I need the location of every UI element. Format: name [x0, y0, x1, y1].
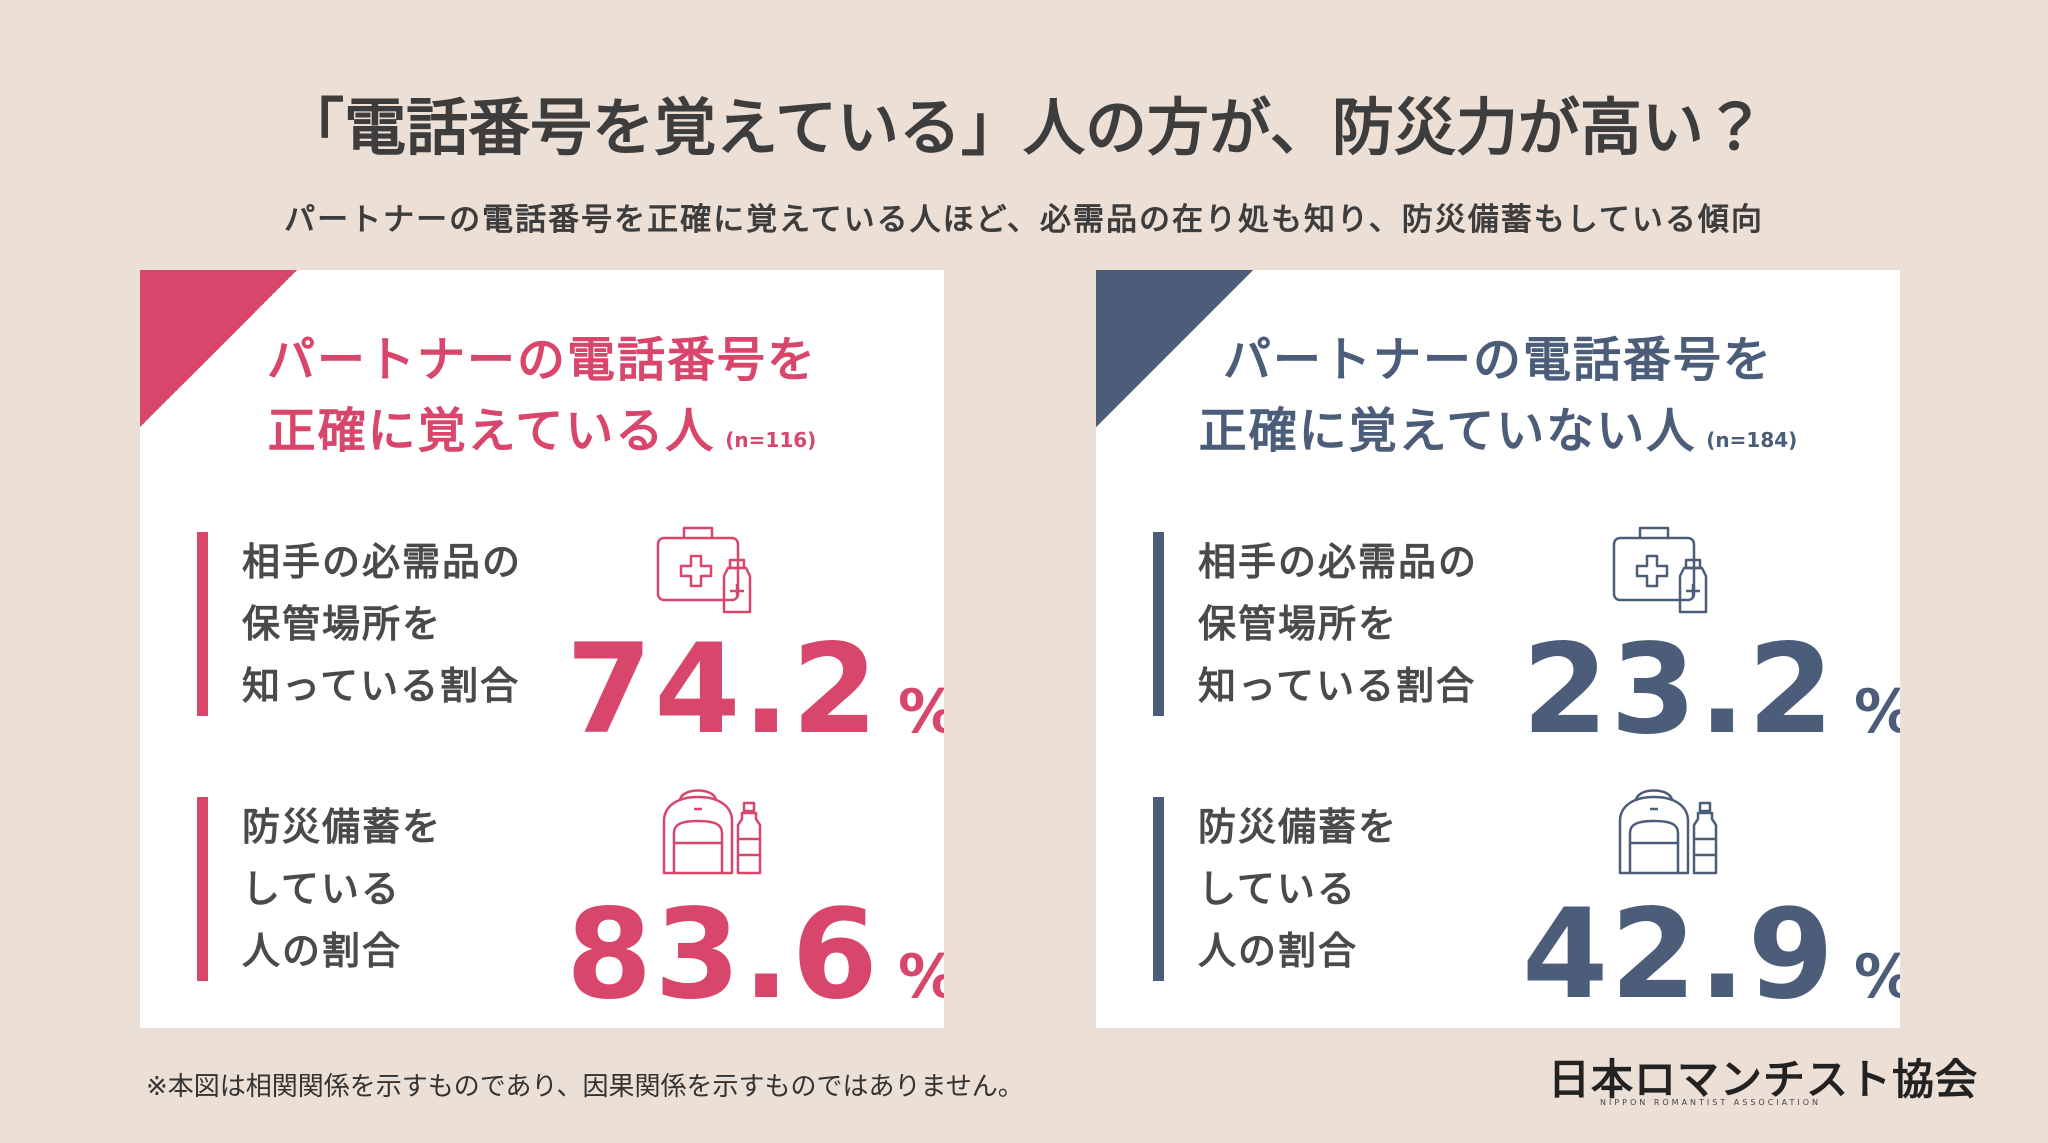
corner-triangle: [1096, 270, 1253, 427]
stat-unit: %: [1854, 682, 1900, 742]
sample-size: (n=184): [1706, 428, 1798, 452]
first-aid-icon: [1612, 526, 1708, 614]
stat-unit: %: [1854, 947, 1900, 1007]
stat-label: 防災備蓄をしている人の割合: [1198, 796, 1398, 982]
backpack-icon: [662, 789, 762, 875]
stat-label: 相手の必需品の 保管場所を知っている割合: [242, 531, 522, 717]
backpack-icon: [1618, 789, 1718, 875]
stat-label-line: 相手の必需品の: [242, 540, 523, 584]
stat-label-line: 知っている割合: [242, 664, 521, 708]
subtitle: パートナーの電話番号を正確に覚えている人ほど、必需品の在り処も知り、防災備蓄もし…: [284, 202, 1764, 238]
title: 「電話番号を覚えている」人の方が、防災力が高い？: [282, 91, 1766, 164]
accent-bar: [197, 797, 208, 981]
stat-number: 83.6: [566, 883, 880, 1027]
stat-value: 42.9%: [1522, 893, 1900, 1017]
panel: パートナーの電話番号を 正確に覚えている人 (n=116) 相手の必需品の 保管場所を知…: [140, 270, 944, 1028]
accent-bar: [197, 532, 208, 716]
stat-label-line: 防災備蓄を: [1198, 805, 1399, 849]
accent-bar: [1153, 532, 1164, 716]
stat-value: 23.2%: [1522, 628, 1900, 752]
stat-label: 防災備蓄をしている人の割合: [242, 796, 442, 982]
stat-label: 相手の必需品の 保管場所を知っている割合: [1198, 531, 1478, 717]
stat-label-line: している: [1198, 867, 1357, 911]
stat-value: 74.2%: [566, 628, 944, 752]
stat-number: 42.9: [1522, 883, 1836, 1027]
panel-title: パートナーの電話番号を: [1096, 330, 1900, 390]
stat-label-line: 人の割合: [1198, 929, 1359, 973]
sample-size: (n=116): [725, 428, 817, 452]
stat-unit: %: [898, 682, 944, 742]
panel-title: パートナーの電話番号を: [140, 330, 944, 390]
panel-title-line: パートナーの電話番号を: [1222, 332, 1773, 388]
stat-label-line: 防災備蓄を: [242, 805, 443, 849]
stat-label-line: 知っている割合: [1198, 664, 1477, 708]
stat-value: 83.6%: [566, 893, 944, 1017]
stat-label-line: 人の割合: [242, 929, 403, 973]
panel-title-line: 正確に覚えていない人: [1198, 403, 1697, 459]
logo: 日本ロマンチスト協会: [1548, 1055, 1979, 1104]
stat-number: 23.2: [1522, 618, 1836, 762]
accent-bar: [1153, 797, 1164, 981]
panel-title: 正確に覚えている人 (n=116): [140, 401, 944, 470]
stat-label-line: 相手の必需品の: [1198, 540, 1479, 584]
stat-label-line: している: [242, 867, 401, 911]
logo-subtitle: NIPPON ROMANTIST ASSOCIATION: [1600, 1098, 1822, 1107]
panel-title-line: 正確に覚えている人: [267, 403, 716, 459]
stat-label-line: 保管場所を: [1198, 602, 1399, 646]
panel: パートナーの電話番号を正確に覚えていない人 (n=184) 相手の必需品の 保管場所を…: [1096, 270, 1900, 1028]
stat-number: 74.2: [566, 618, 880, 762]
footnote: ※本図は相関関係を示すものであり、因果関係を示すものではありません。: [146, 1072, 1024, 1102]
stat-unit: %: [898, 947, 944, 1007]
panel-title-line: パートナーの電話番号を: [266, 332, 817, 388]
corner-triangle: [140, 270, 297, 427]
panel-title: 正確に覚えていない人 (n=184): [1096, 401, 1900, 470]
first-aid-icon: [656, 526, 752, 614]
stat-label-line: 保管場所を: [242, 602, 443, 646]
